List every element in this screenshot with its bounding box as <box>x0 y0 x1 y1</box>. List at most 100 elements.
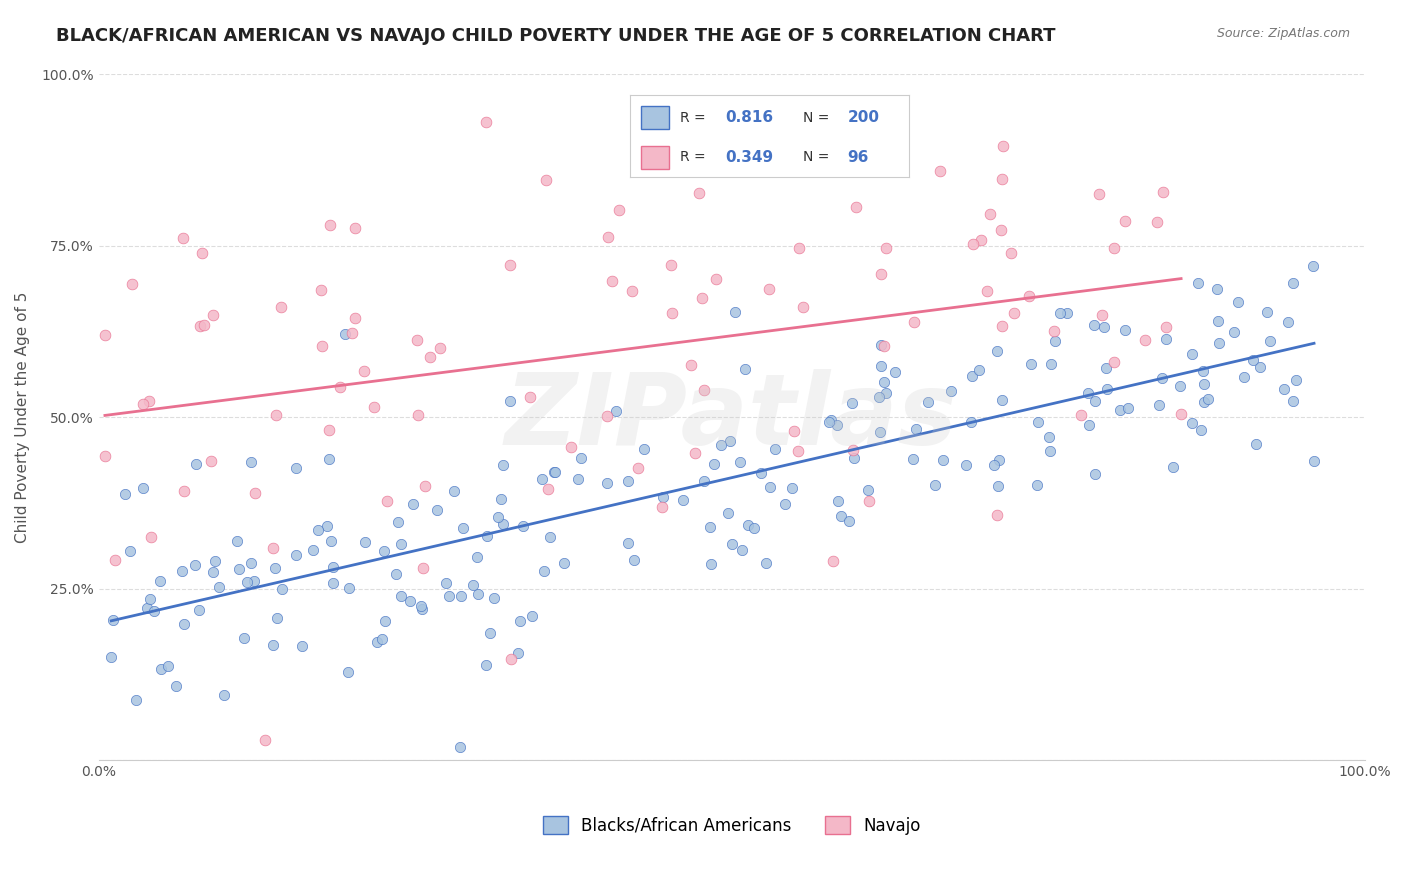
Point <box>661 306 683 320</box>
Point <box>228 561 250 575</box>
Point <box>1102 354 1125 368</box>
Point <box>101 613 124 627</box>
Point <box>986 508 1008 522</box>
Point <box>869 425 891 440</box>
Point <box>270 300 292 314</box>
Point <box>291 639 314 653</box>
Point <box>319 533 342 548</box>
Point <box>264 560 287 574</box>
Point <box>1083 318 1105 332</box>
Point <box>659 258 682 272</box>
Point <box>484 591 506 606</box>
Point <box>135 601 157 615</box>
Point <box>207 580 229 594</box>
Point <box>311 339 333 353</box>
Point <box>232 632 254 646</box>
Point <box>600 274 623 288</box>
Point <box>172 231 194 245</box>
Point <box>1149 398 1171 412</box>
Point <box>434 576 457 591</box>
Point <box>499 393 522 408</box>
Point <box>1109 403 1132 417</box>
Point <box>478 625 501 640</box>
Point <box>869 338 891 352</box>
Text: ZIPatlas: ZIPatlas <box>505 368 959 466</box>
Point <box>869 390 891 404</box>
Point <box>720 434 742 448</box>
Point <box>688 186 710 200</box>
Point <box>699 520 721 534</box>
Point <box>690 291 713 305</box>
Point <box>100 649 122 664</box>
Point <box>1114 323 1136 337</box>
Point <box>627 461 650 475</box>
Point <box>560 441 582 455</box>
Point <box>474 658 496 673</box>
Y-axis label: Child Poverty Under the Age of 5: Child Poverty Under the Age of 5 <box>15 292 30 543</box>
Point <box>1000 245 1022 260</box>
Point <box>596 476 619 491</box>
Point <box>201 565 224 579</box>
Point <box>149 574 172 588</box>
Point <box>1056 306 1078 320</box>
Point <box>758 481 780 495</box>
Point <box>693 384 716 398</box>
Point <box>875 385 897 400</box>
Point <box>817 415 839 429</box>
Point <box>1189 423 1212 437</box>
Point <box>141 530 163 544</box>
Point <box>419 350 441 364</box>
Point <box>903 452 925 467</box>
Point <box>1039 357 1062 371</box>
Point <box>173 617 195 632</box>
Point <box>1146 215 1168 229</box>
Point <box>873 375 896 389</box>
Point <box>114 487 136 501</box>
Point <box>499 651 522 665</box>
Point <box>1197 392 1219 406</box>
Point <box>987 479 1010 493</box>
Point <box>830 509 852 524</box>
Point <box>1192 377 1215 392</box>
Point <box>202 308 225 322</box>
Point <box>884 365 907 379</box>
Point <box>924 477 946 491</box>
Point <box>1170 408 1192 422</box>
Point <box>1018 289 1040 303</box>
Point <box>266 611 288 625</box>
Point <box>858 494 880 508</box>
Point <box>607 202 630 217</box>
Point <box>962 237 984 252</box>
Point <box>569 450 592 465</box>
Point <box>1302 259 1324 273</box>
Point <box>1152 371 1174 385</box>
Point <box>375 494 398 508</box>
Point <box>138 393 160 408</box>
Point <box>412 561 434 575</box>
Point <box>1019 357 1042 371</box>
Point <box>1102 241 1125 255</box>
Point <box>749 467 772 481</box>
Point <box>534 173 557 187</box>
Point <box>537 482 560 496</box>
Point <box>596 230 619 244</box>
Point <box>941 384 963 399</box>
Point <box>763 442 786 457</box>
Point <box>596 409 619 423</box>
Point <box>1244 437 1267 451</box>
Point <box>406 334 429 348</box>
Point <box>617 536 640 550</box>
Point <box>1256 304 1278 318</box>
Point <box>1223 325 1246 339</box>
Point <box>1084 467 1107 481</box>
Point <box>567 472 589 486</box>
Point <box>979 207 1001 221</box>
Point <box>652 490 675 504</box>
Point <box>1154 332 1177 346</box>
Point <box>1039 444 1062 458</box>
Point <box>1233 370 1256 384</box>
Point <box>212 688 235 702</box>
Point <box>165 679 187 693</box>
Point <box>132 397 155 411</box>
Point <box>786 443 808 458</box>
